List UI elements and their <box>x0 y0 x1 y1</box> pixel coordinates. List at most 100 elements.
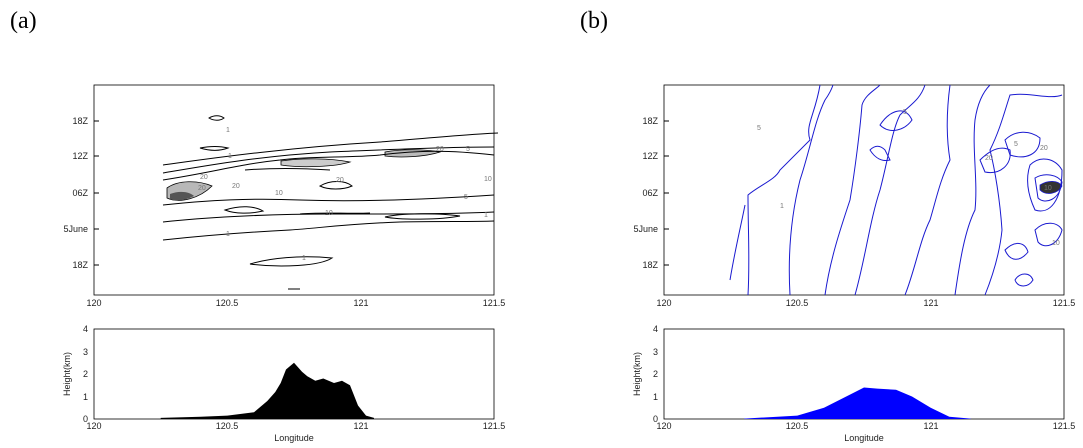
contour-a-line <box>249 256 334 267</box>
contour-a-ytick: 18Z <box>72 260 88 270</box>
terrain-b-xtick: 121.5 <box>1053 421 1076 431</box>
contour-b-ytick: 12Z <box>642 151 658 161</box>
contour-b-line <box>1034 222 1063 247</box>
terrain-b-xtick: 120.5 <box>786 421 809 431</box>
contour-a-line <box>244 168 331 171</box>
contour-a-yticks: 18Z 12Z 06Z 5June 18Z <box>63 116 99 270</box>
terrain-a-ytick: 0 <box>83 414 88 424</box>
contour-a-label: 5 <box>464 194 468 201</box>
contour-a-frame <box>93 84 495 296</box>
terrain-b-xtick: 121 <box>923 421 938 431</box>
contour-b-line <box>879 110 913 131</box>
panel-a-letter: (a) <box>10 8 37 34</box>
contour-a-xtick: 120.5 <box>216 298 239 308</box>
contour-a-label: 20 <box>232 183 240 190</box>
contour-a-line <box>162 132 499 166</box>
contour-a-label: 5 <box>466 146 470 153</box>
contour-b-frame <box>663 84 1065 296</box>
terrain-b-xticks: 120 120.5 121 121.5 <box>656 421 1075 431</box>
contour-a-line <box>162 150 495 181</box>
terrain-a-xtick: 121.5 <box>483 421 506 431</box>
contour-a-label: 10 <box>275 190 283 197</box>
contour-b-line <box>747 84 821 296</box>
contour-a-shade-core <box>170 191 194 201</box>
contour-b-line <box>979 147 1011 174</box>
terrain-a-xtick: 120.5 <box>216 421 239 431</box>
terrain-b-ytick: 3 <box>653 347 658 357</box>
terrain-b-ytick: 1 <box>653 392 658 402</box>
contour-b-shade-1 <box>1039 180 1063 194</box>
contour-a-label: 1 <box>302 255 306 262</box>
contour-b-xticks: 120 120.5 121 121.5 <box>656 298 1075 308</box>
terrain-b-yticks: 0 1 2 3 4 <box>653 324 658 424</box>
contour-a-line <box>384 213 461 220</box>
contour-b-ytick: 18Z <box>642 260 658 270</box>
contour-a-label: 20 <box>436 146 444 153</box>
contour-a-label: 10 <box>484 176 492 183</box>
terrain-a-ytick: 3 <box>83 347 88 357</box>
terrain-a-ytick: 2 <box>83 369 88 379</box>
terrain-plot-b: 0 1 2 3 4 120 120.5 121 121.5 Longitude … <box>632 324 1075 443</box>
terrain-a-area <box>160 362 374 419</box>
contour-b-label: 1 <box>780 203 784 210</box>
contour-a-label: 20 <box>200 174 208 181</box>
terrain-a-ylabel: Height(km) <box>62 352 72 396</box>
contour-a-line <box>162 220 495 241</box>
terrain-a-yticks: 0 1 2 3 4 <box>83 324 88 424</box>
contour-b-line <box>1034 174 1063 202</box>
terrain-plot-a: 0 1 2 3 4 120 120.5 121 121.5 Longitude … <box>62 324 505 443</box>
contour-b-label: 5 <box>903 109 907 116</box>
terrain-a-ytick: 4 <box>83 324 88 334</box>
contour-b-label: 20 <box>985 155 993 162</box>
contour-b-line <box>729 204 746 281</box>
contour-b-ytick: 18Z <box>642 116 658 126</box>
contour-b-line <box>1004 131 1041 158</box>
contour-a-line <box>199 146 230 151</box>
contour-a-line <box>318 181 353 190</box>
terrain-a-ytick: 1 <box>83 392 88 402</box>
contour-a-line <box>162 146 495 174</box>
contour-a-label: 10 <box>325 210 333 217</box>
contour-b-line <box>1004 243 1029 260</box>
contour-a-label: 20 <box>198 185 206 192</box>
contour-plot-b: 5 1 20 20 5 10 10 5 18Z 12Z 06Z 5June 18… <box>633 84 1075 308</box>
terrain-a-xticks: 120 120.5 121 121.5 <box>86 421 505 431</box>
contour-b-xtick: 120.5 <box>786 298 809 308</box>
contour-a-shade-2 <box>280 158 352 168</box>
contour-b-label: 10 <box>1044 185 1052 192</box>
contour-b-yticks: 18Z 12Z 06Z 5June 18Z <box>633 116 669 270</box>
terrain-b-xtick: 120 <box>656 421 671 431</box>
contour-b-line <box>1027 158 1063 212</box>
contour-b-line <box>869 145 891 161</box>
contour-b-line <box>954 84 991 296</box>
terrain-b-ylabel: Height(km) <box>632 352 642 396</box>
contour-a-xtick: 120 <box>86 298 101 308</box>
contour-b-label: 5 <box>757 125 761 132</box>
contour-a-xticks: 120 120.5 121 121.5 <box>86 298 505 308</box>
contour-b-line <box>824 84 881 296</box>
panel-b-letter: (b) <box>580 8 608 34</box>
contour-a-line <box>223 206 265 214</box>
contour-b-label: 10 <box>1052 240 1060 247</box>
contour-a-xtick: 121.5 <box>483 298 506 308</box>
contour-a-ytick: 5June <box>63 224 88 234</box>
terrain-a-xtick: 121 <box>353 421 368 431</box>
contour-b-line <box>904 84 951 296</box>
contour-a-ytick: 12Z <box>72 151 88 161</box>
contour-a-label: 1 <box>228 153 232 160</box>
terrain-b-ytick: 0 <box>653 414 658 424</box>
contour-b-ytick: 5June <box>633 224 658 234</box>
contour-a-line <box>162 211 495 223</box>
contour-b-label: 5 <box>1014 141 1018 148</box>
contour-plot-a: 1 1 20 20 20 10 20 10 20 5 10 1 5 1 1 18… <box>63 84 505 308</box>
contour-a-line <box>299 212 371 215</box>
terrain-b-area <box>744 387 971 419</box>
contour-b-line <box>788 84 834 296</box>
terrain-a-xlabel: Longitude <box>274 433 314 443</box>
contour-a-line <box>208 115 225 121</box>
contour-a-label: 20 <box>336 177 344 184</box>
terrain-a-xtick: 120 <box>86 421 101 431</box>
contour-a-label: 1 <box>226 127 230 134</box>
contour-b-label: 20 <box>1040 145 1048 152</box>
